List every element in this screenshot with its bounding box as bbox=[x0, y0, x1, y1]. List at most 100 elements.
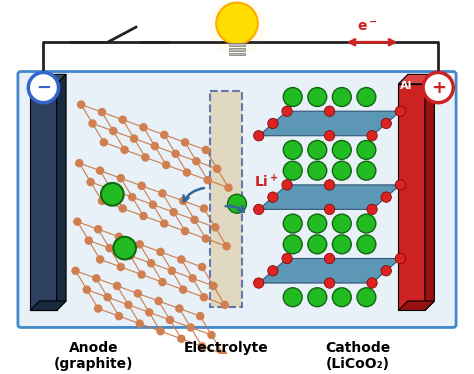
Circle shape bbox=[103, 293, 112, 301]
Text: $\mathbf{e^-}$: $\mathbf{e^-}$ bbox=[357, 21, 378, 35]
Circle shape bbox=[117, 174, 125, 183]
Circle shape bbox=[82, 285, 91, 294]
Circle shape bbox=[156, 327, 165, 335]
Circle shape bbox=[283, 288, 302, 307]
Circle shape bbox=[175, 304, 183, 313]
Circle shape bbox=[367, 204, 377, 215]
Circle shape bbox=[395, 180, 406, 190]
Circle shape bbox=[179, 285, 187, 294]
Circle shape bbox=[308, 88, 327, 107]
Text: Al: Al bbox=[401, 82, 413, 92]
Circle shape bbox=[134, 289, 142, 298]
Circle shape bbox=[162, 161, 171, 169]
Circle shape bbox=[200, 293, 208, 301]
Circle shape bbox=[137, 270, 146, 279]
Circle shape bbox=[92, 274, 100, 283]
Circle shape bbox=[381, 266, 392, 276]
Circle shape bbox=[166, 316, 174, 324]
Circle shape bbox=[308, 161, 327, 180]
Circle shape bbox=[324, 253, 335, 264]
Circle shape bbox=[188, 274, 197, 283]
Circle shape bbox=[177, 255, 185, 264]
Circle shape bbox=[200, 204, 208, 213]
Circle shape bbox=[177, 334, 185, 343]
Circle shape bbox=[332, 141, 351, 159]
Circle shape bbox=[254, 204, 264, 215]
Circle shape bbox=[268, 192, 278, 202]
Circle shape bbox=[282, 106, 292, 116]
FancyBboxPatch shape bbox=[210, 91, 242, 307]
Circle shape bbox=[324, 278, 335, 288]
Circle shape bbox=[222, 242, 231, 251]
Circle shape bbox=[192, 157, 201, 165]
Circle shape bbox=[367, 278, 377, 288]
Circle shape bbox=[94, 304, 102, 313]
Circle shape bbox=[283, 141, 302, 159]
Circle shape bbox=[115, 312, 123, 321]
Circle shape bbox=[98, 108, 106, 116]
Circle shape bbox=[86, 178, 95, 186]
Circle shape bbox=[190, 215, 199, 224]
Circle shape bbox=[113, 237, 136, 260]
Circle shape bbox=[324, 131, 335, 141]
Circle shape bbox=[77, 100, 85, 109]
Circle shape bbox=[73, 217, 82, 226]
Circle shape bbox=[126, 251, 135, 260]
Circle shape bbox=[268, 266, 278, 276]
Circle shape bbox=[395, 106, 406, 116]
Polygon shape bbox=[56, 74, 66, 310]
Text: Anode
(graphite): Anode (graphite) bbox=[54, 341, 133, 371]
Text: +: + bbox=[431, 79, 446, 96]
Circle shape bbox=[201, 234, 210, 243]
Circle shape bbox=[186, 323, 195, 332]
Circle shape bbox=[137, 181, 146, 190]
Circle shape bbox=[160, 131, 169, 139]
Circle shape bbox=[357, 161, 376, 180]
Circle shape bbox=[101, 183, 124, 206]
Circle shape bbox=[109, 127, 118, 135]
Circle shape bbox=[282, 180, 292, 190]
Circle shape bbox=[136, 240, 144, 249]
Circle shape bbox=[209, 282, 218, 290]
Circle shape bbox=[268, 118, 278, 129]
Circle shape bbox=[381, 192, 392, 202]
Circle shape bbox=[151, 142, 159, 150]
Circle shape bbox=[201, 145, 210, 154]
Circle shape bbox=[158, 278, 167, 286]
Bar bbox=[229, 43, 245, 46]
Circle shape bbox=[136, 319, 144, 328]
Circle shape bbox=[324, 180, 335, 190]
Circle shape bbox=[211, 223, 219, 232]
Circle shape bbox=[118, 116, 127, 124]
Circle shape bbox=[213, 165, 221, 173]
Circle shape bbox=[145, 308, 154, 316]
Circle shape bbox=[71, 267, 80, 275]
Text: −: − bbox=[36, 79, 51, 96]
Circle shape bbox=[181, 227, 189, 235]
Circle shape bbox=[324, 106, 335, 116]
FancyBboxPatch shape bbox=[18, 71, 456, 328]
Circle shape bbox=[105, 244, 114, 252]
Text: Cathode
(LiCoO₂): Cathode (LiCoO₂) bbox=[325, 341, 391, 371]
Circle shape bbox=[224, 183, 233, 192]
Circle shape bbox=[332, 161, 351, 180]
Circle shape bbox=[254, 278, 264, 288]
Polygon shape bbox=[30, 74, 66, 84]
Circle shape bbox=[283, 88, 302, 107]
Circle shape bbox=[381, 118, 392, 129]
Circle shape bbox=[96, 255, 104, 264]
Polygon shape bbox=[259, 185, 401, 209]
Circle shape bbox=[168, 267, 176, 275]
Text: Cu: Cu bbox=[32, 82, 48, 92]
Circle shape bbox=[283, 161, 302, 180]
Circle shape bbox=[118, 204, 127, 213]
Circle shape bbox=[357, 88, 376, 107]
Circle shape bbox=[254, 131, 264, 141]
Circle shape bbox=[308, 141, 327, 159]
Circle shape bbox=[220, 301, 229, 309]
Circle shape bbox=[117, 263, 125, 271]
Circle shape bbox=[98, 197, 106, 205]
Circle shape bbox=[308, 288, 327, 307]
Circle shape bbox=[130, 134, 138, 143]
Circle shape bbox=[228, 194, 246, 213]
